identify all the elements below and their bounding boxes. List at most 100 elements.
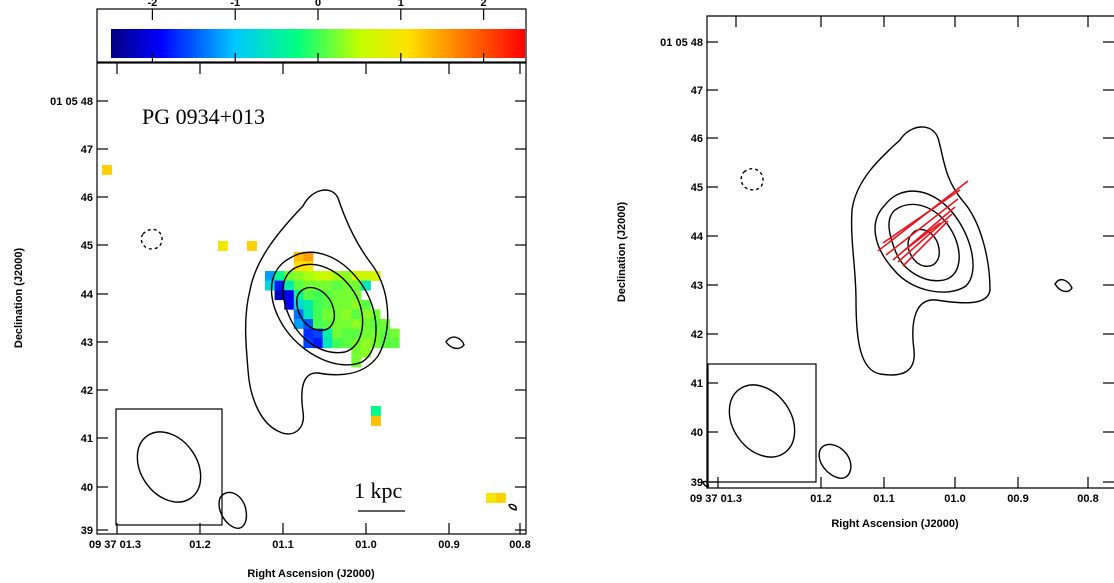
velocity-pixel xyxy=(313,338,323,349)
colorbar-tick-label: -1 xyxy=(230,0,240,9)
velocity-pixel xyxy=(361,338,371,349)
right-axes: 09 37 01.3 01.2 01.1 01.0 00.9 00.8 39 40 41 42 43… xyxy=(660,16,1114,505)
velocity-pixel xyxy=(486,493,496,503)
contour-2 xyxy=(270,251,377,366)
r-contour-small-bottom xyxy=(818,443,852,479)
velocity-pixel xyxy=(332,280,343,291)
velocity-pixel xyxy=(303,309,314,320)
y-tick-label: 01 05 48 xyxy=(660,37,703,49)
y-tick-label: 43 xyxy=(81,337,93,349)
velocity-pixel xyxy=(265,271,275,281)
velocity-pixel xyxy=(218,241,228,251)
velocity-pixel xyxy=(351,347,362,358)
y-tick-label: 45 xyxy=(81,240,93,252)
velocity-pixel xyxy=(341,338,352,349)
velocity-pixel xyxy=(303,319,314,329)
velocity-pixel xyxy=(293,309,304,320)
y-tick-label: 39 xyxy=(691,477,703,489)
velocity-pixel xyxy=(303,338,314,349)
velocity-pixel xyxy=(351,299,362,310)
contour-negative xyxy=(140,228,163,250)
left-y-axis-title: Declination (J2000) xyxy=(13,248,25,349)
left-contours xyxy=(140,189,517,529)
velocity-pixel xyxy=(247,241,257,251)
r-beam-ellipse xyxy=(728,384,796,458)
velocity-pixel xyxy=(293,271,304,281)
y-tick-label: 43 xyxy=(691,280,703,292)
colorbar-tick-label: -2 xyxy=(148,0,158,9)
velocity-pixel xyxy=(380,338,391,349)
polarization-vector xyxy=(882,189,961,244)
colorbar-ticks: -2 -1 0 1 2 xyxy=(148,0,487,62)
contour-outer xyxy=(244,189,389,435)
velocity-pixel xyxy=(351,280,362,291)
y-tick-label: 42 xyxy=(691,329,703,341)
velocity-pixel xyxy=(313,299,323,310)
velocity-pixel xyxy=(389,328,400,339)
velocity-pixel xyxy=(284,271,295,281)
right-panel: 09 37 01.3 01.2 01.1 01.0 00.9 00.8 39 40 41 42 43… xyxy=(616,15,1114,530)
contour-small-bottom xyxy=(218,491,248,529)
velocity-pixel xyxy=(370,338,381,349)
colorbar: -2 -1 0 1 2 xyxy=(96,0,527,63)
x-tick-label: 09 37 01.3 xyxy=(690,493,742,505)
velocity-pixels xyxy=(102,165,506,503)
velocity-pixel xyxy=(274,271,285,281)
y-tick-label: 01 05 48 xyxy=(50,96,93,108)
velocity-pixel xyxy=(322,319,333,329)
velocity-pixel xyxy=(332,338,343,349)
velocity-pixel xyxy=(332,319,343,329)
velocity-pixel xyxy=(371,406,381,416)
source-label: PG 0934+013 xyxy=(142,104,265,129)
r-contour-edge xyxy=(702,480,709,488)
right-x-axis-title: Right Ascension (J2000) xyxy=(831,518,959,530)
velocity-pixel xyxy=(303,280,314,291)
x-tick-label: 00.9 xyxy=(438,539,459,551)
left-plot-frame xyxy=(96,62,527,535)
velocity-pixel xyxy=(293,251,304,262)
contour-3 xyxy=(282,263,364,354)
y-tick-label: 46 xyxy=(691,133,703,145)
velocity-pixel xyxy=(293,290,304,301)
velocity-pixel xyxy=(313,319,323,329)
contour-core xyxy=(296,286,336,331)
colorbar-tick-label: 2 xyxy=(481,0,487,9)
velocity-pixel xyxy=(361,347,371,358)
left-axes: 09 37 01.3 01.2 01.1 01.0 00.9 00.8 39 40 41 42 43… xyxy=(50,63,531,551)
velocity-pixel xyxy=(341,290,352,301)
velocity-pixel xyxy=(293,280,304,291)
velocity-pixel xyxy=(361,328,371,339)
contour-edge xyxy=(508,503,517,511)
velocity-pixel xyxy=(341,280,352,291)
velocity-pixel xyxy=(341,319,352,329)
y-tick-label: 47 xyxy=(691,85,703,97)
velocity-pixel xyxy=(341,309,352,320)
velocity-pixel xyxy=(361,299,371,310)
r-contour-2 xyxy=(874,190,974,293)
x-tick-label: 00.9 xyxy=(1007,493,1028,505)
velocity-pixel xyxy=(389,338,400,349)
beam-box xyxy=(115,408,223,526)
velocity-pixel xyxy=(274,280,285,291)
velocity-pixel xyxy=(332,328,343,339)
left-x-axis-title: Right Ascension (J2000) xyxy=(247,568,375,580)
velocity-pixel xyxy=(341,271,352,281)
velocity-pixel xyxy=(313,271,323,281)
y-tick-label: 42 xyxy=(81,385,93,397)
polarization-vector xyxy=(902,220,949,267)
x-tick-label: 01.2 xyxy=(810,493,831,505)
velocity-pixel xyxy=(361,319,371,329)
velocity-pixel xyxy=(332,299,343,310)
velocity-pixel xyxy=(322,299,333,310)
velocity-pixel xyxy=(496,493,506,503)
velocity-pixel xyxy=(371,416,381,426)
velocity-pixel xyxy=(303,271,314,281)
polarization-vector xyxy=(904,222,941,251)
velocity-pixel xyxy=(361,280,371,291)
velocity-pixel xyxy=(284,299,295,310)
velocity-pixel xyxy=(332,309,343,320)
contour-small-right xyxy=(445,336,465,350)
velocity-pixel xyxy=(102,165,112,175)
velocity-pixel xyxy=(303,251,314,262)
